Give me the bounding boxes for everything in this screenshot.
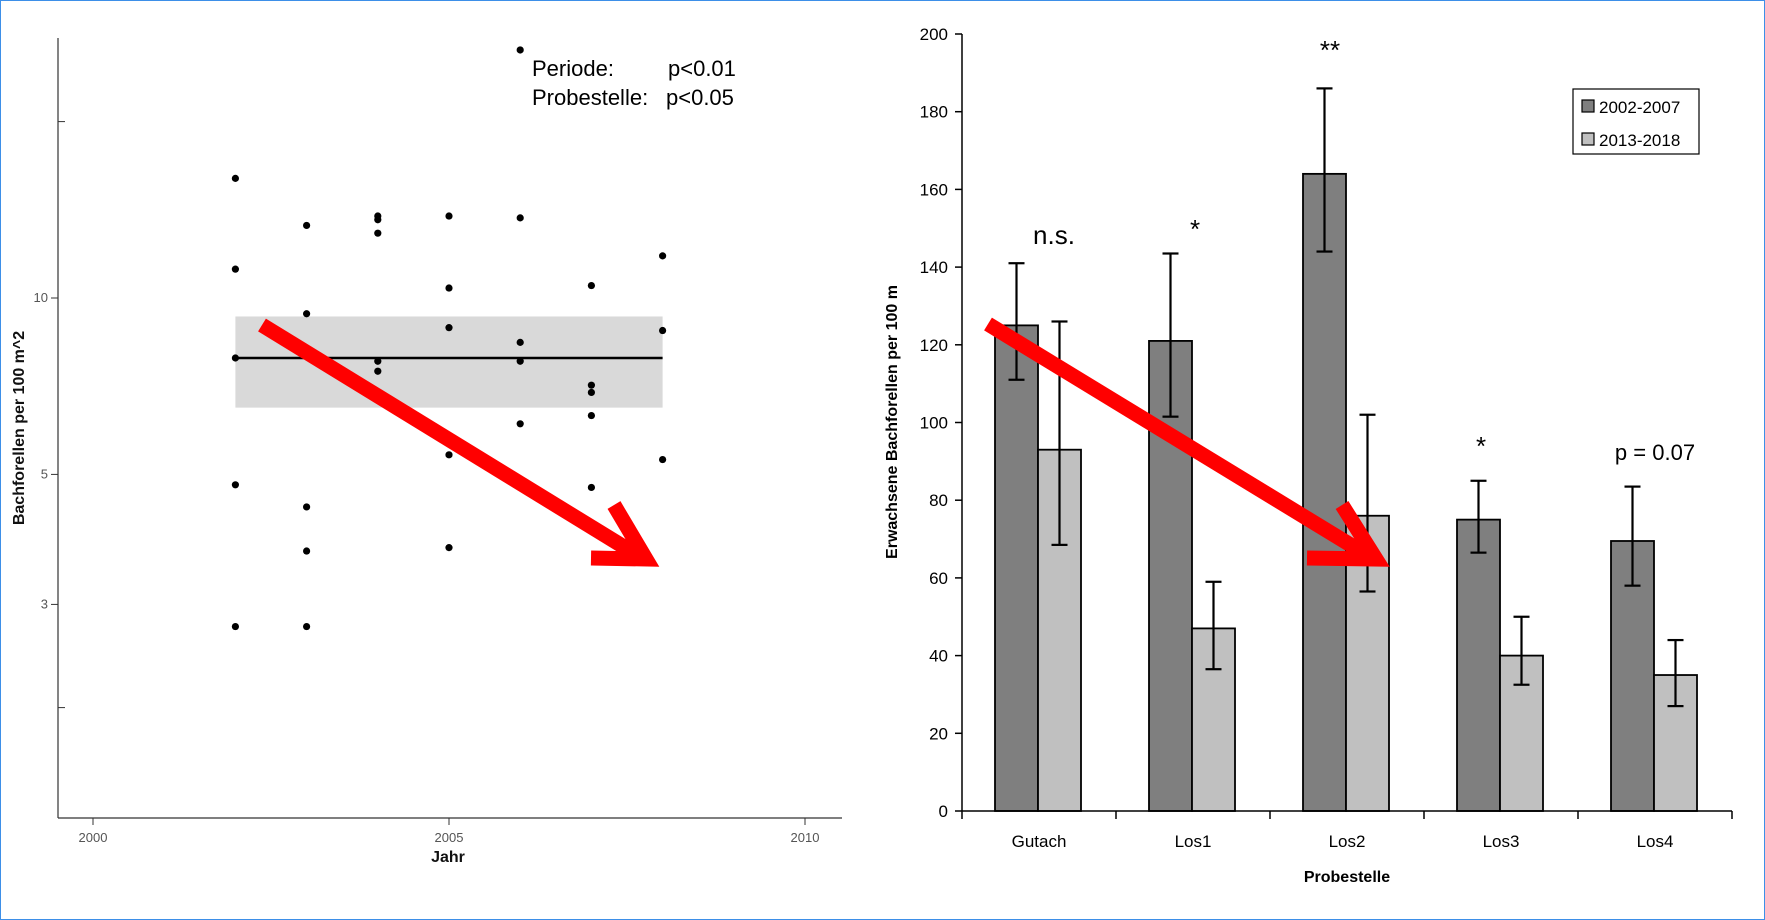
annotation-probestelle-label: Probestelle: — [532, 85, 648, 110]
data-point — [516, 338, 524, 346]
data-point — [659, 252, 667, 260]
data-point — [516, 214, 524, 222]
right-y-tick-label: 100 — [920, 414, 948, 433]
right-y-tick-label: 200 — [920, 25, 948, 44]
data-point — [516, 46, 524, 54]
data-point — [445, 544, 453, 552]
data-point — [374, 357, 382, 365]
right-y-tick-label: 140 — [920, 258, 948, 277]
data-point — [587, 381, 596, 389]
right-y-tick-label: 80 — [929, 491, 948, 510]
right-trend-arrow — [984, 317, 1390, 567]
data-point — [231, 622, 239, 631]
data-point — [587, 281, 596, 290]
data-point — [374, 367, 382, 375]
legend: 2002-2007 2013-2018 — [1572, 88, 1700, 155]
data-point — [231, 354, 239, 362]
data-point — [445, 324, 453, 332]
data-point — [374, 229, 382, 237]
legend-label-2002-2007: 2002-2007 — [1599, 98, 1680, 117]
right-x-axis-label: Probestelle — [1304, 869, 1390, 886]
annotation-periode-label: Periode: — [532, 56, 614, 81]
category-label-los3: Los3 — [1483, 832, 1520, 851]
significance-label-0: n.s. — [1033, 220, 1075, 250]
category-label-los2: Los2 — [1329, 832, 1366, 851]
right-y-tick-label: 60 — [929, 569, 948, 588]
left-x-axis-label: Jahr — [431, 849, 465, 866]
left-x-tick-label: 2010 — [791, 830, 820, 845]
significance-label-4: p = 0.07 — [1615, 440, 1695, 465]
legend-swatch-2013-2018 — [1581, 132, 1595, 146]
right-y-tick-label: 180 — [920, 103, 948, 122]
legend-label-2013-2018: 2013-2018 — [1599, 131, 1680, 150]
significance-label-3: * — [1476, 431, 1486, 461]
data-point — [303, 622, 311, 631]
right-y-tick-label: 40 — [929, 647, 948, 666]
left-y-axis-label: Bachforellen per 100 m^2 — [11, 331, 28, 525]
data-point — [587, 411, 596, 420]
category-label-los4: Los4 — [1637, 832, 1674, 851]
data-point — [231, 481, 239, 489]
data-point — [303, 547, 311, 555]
right-y-tick-label: 20 — [929, 724, 948, 743]
data-point — [659, 455, 667, 464]
left-trend-arrow — [258, 318, 660, 567]
bar-gutach-series-1 — [994, 324, 1039, 812]
category-label-gutach: Gutach — [1012, 832, 1067, 851]
data-point — [303, 503, 311, 511]
annotation-probestelle-p: p<0.05 — [666, 85, 734, 110]
data-point — [445, 284, 453, 292]
data-point — [231, 265, 239, 273]
left-y-tick-label: 3 — [41, 596, 48, 611]
data-point — [445, 451, 453, 459]
left-y-tick-label: 5 — [41, 466, 48, 481]
data-point — [303, 310, 311, 318]
data-point — [516, 420, 524, 428]
annotation-periode-p: p<0.01 — [668, 56, 736, 81]
right-y-tick-label: 120 — [920, 336, 948, 355]
category-label-los1: Los1 — [1175, 832, 1212, 851]
data-point — [374, 216, 382, 224]
right-y-tick-label: 160 — [920, 180, 948, 199]
legend-swatch-2002-2007 — [1581, 99, 1595, 113]
data-point — [303, 221, 311, 230]
data-point — [231, 174, 239, 182]
left-x-tick-label: 2005 — [435, 830, 464, 845]
data-point — [659, 326, 667, 335]
left-x-tick-label: 2000 — [79, 830, 108, 845]
significance-label-1: * — [1190, 214, 1200, 244]
significance-label-2: ** — [1320, 35, 1340, 65]
data-point — [587, 483, 596, 492]
bar-los2-series-1 — [1302, 172, 1347, 812]
data-point — [445, 212, 453, 220]
left-y-tick-label: 10 — [34, 290, 48, 305]
right-y-axis-label: Erwachsene Bachforellen per 100 m — [884, 285, 901, 559]
right-y-tick-label: 0 — [939, 802, 948, 821]
data-point — [587, 388, 596, 397]
data-point — [516, 357, 524, 365]
